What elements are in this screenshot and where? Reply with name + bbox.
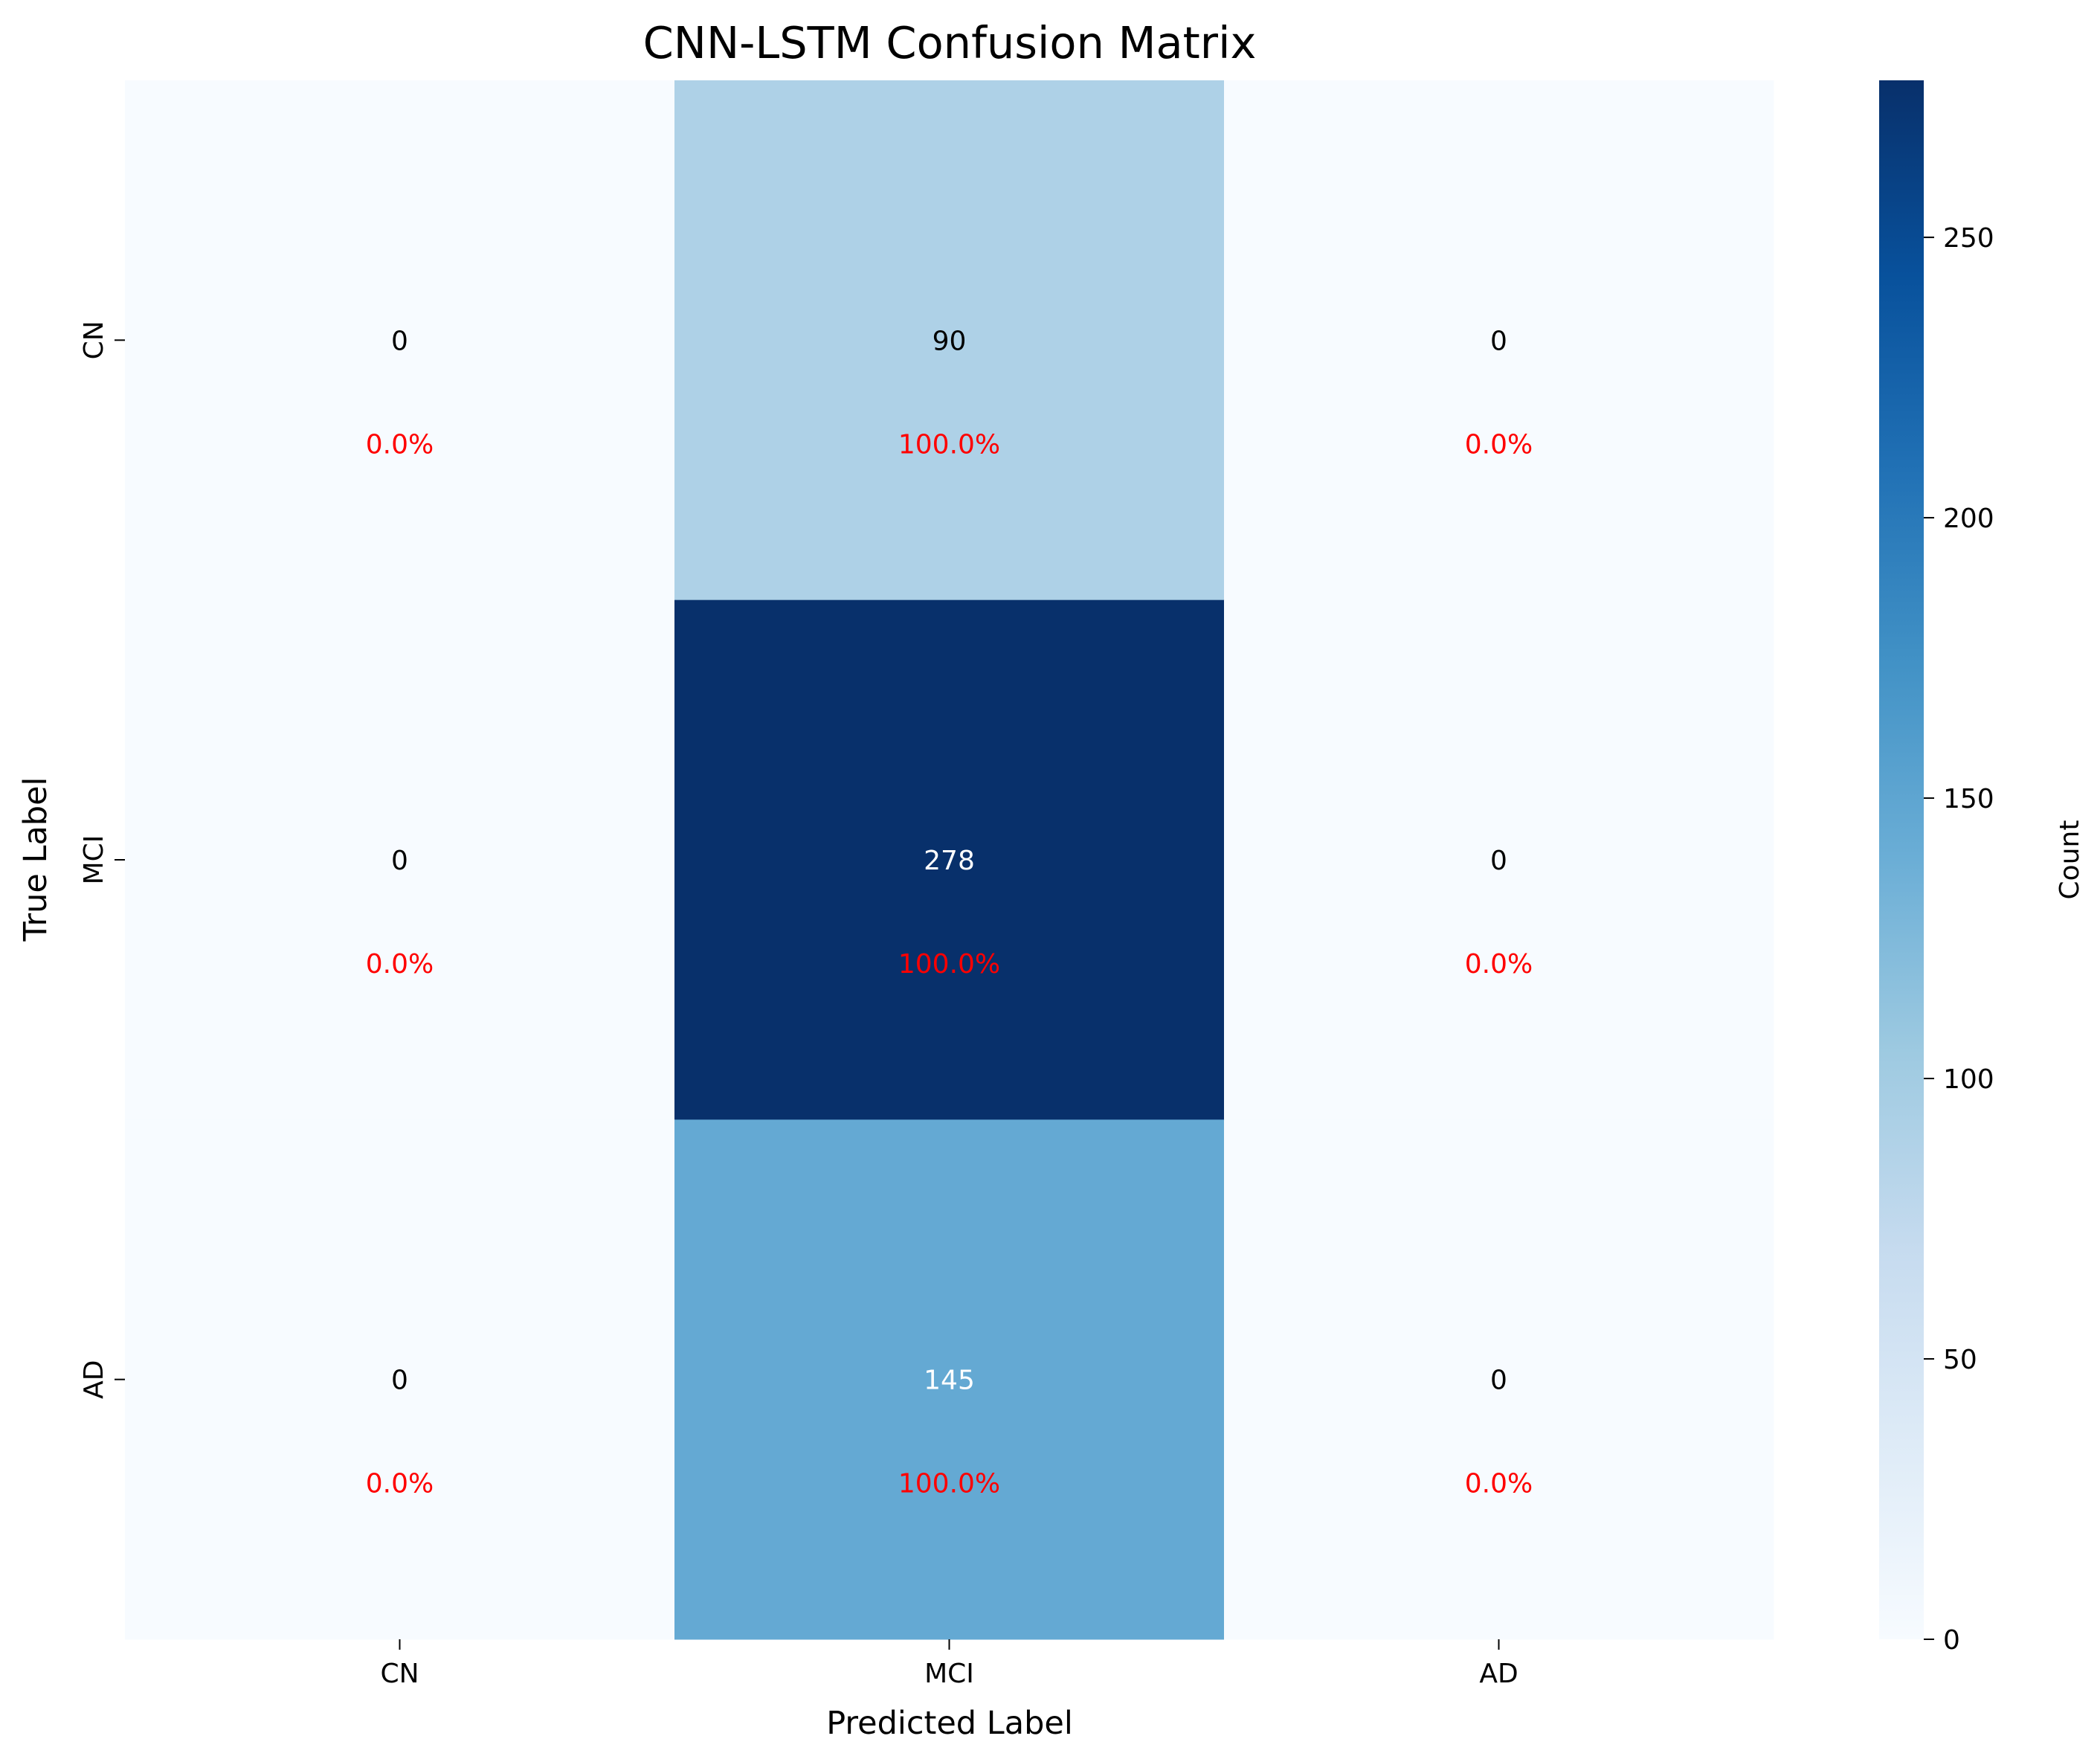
cell-percent-label: 0.0% [1465, 949, 1533, 980]
cell-count-label: 0 [1490, 326, 1507, 356]
x-tick-label: CN [380, 1659, 419, 1689]
colorbar-ticks: 0 50 100 150 200 250 [1924, 223, 1994, 1656]
colorbar-tick-label: 0 [1943, 1625, 1960, 1656]
colorbar-tick-label: 50 [1943, 1345, 1977, 1375]
x-axis-label: Predicted Label [826, 1705, 1073, 1742]
colorbar-tick-label: 150 [1943, 784, 1994, 814]
colorbar-tick-label: 200 [1943, 504, 1994, 534]
cell-count-label: 90 [933, 326, 967, 356]
heatmap-cell [1224, 80, 1774, 601]
cell-percent-label: 0.0% [1465, 1469, 1533, 1499]
chart-title: CNN-LSTM Confusion Matrix [643, 17, 1257, 68]
colorbar-tick-label: 250 [1943, 223, 1994, 254]
y-tick-label: MCI [79, 835, 109, 885]
cell-count-label: 145 [924, 1366, 975, 1396]
cell-percent-label: 0.0% [1465, 429, 1533, 460]
cell-count-label: 0 [391, 1366, 408, 1396]
x-axis-ticks: CN MCI AD [380, 1639, 1518, 1689]
cell-percent-label: 100.0% [898, 949, 1000, 980]
heatmap-cell [125, 599, 675, 1120]
heatmap-cell [674, 1119, 1225, 1640]
heatmap-cell [1224, 1119, 1774, 1640]
y-axis-ticks: CN MCI AD [79, 321, 125, 1399]
cell-count-label: 0 [391, 326, 408, 356]
cell-count-label: 278 [924, 846, 975, 876]
cell-count-label: 0 [1490, 1366, 1507, 1396]
x-tick-label: MCI [924, 1659, 974, 1689]
heatmap-cells [125, 80, 1774, 1640]
x-tick-label: AD [1479, 1659, 1518, 1689]
cell-count-label: 0 [391, 846, 408, 876]
cell-percent-label: 100.0% [898, 429, 1000, 460]
colorbar-tick-label: 100 [1943, 1064, 1994, 1095]
cell-count-label: 0 [1490, 846, 1507, 876]
colorbar-label: Count [2055, 820, 2085, 900]
y-tick-label: CN [79, 321, 109, 359]
cell-percent-label: 0.0% [366, 1469, 434, 1499]
heatmap-cell [674, 80, 1225, 601]
y-axis-label: True Label [17, 776, 54, 942]
heatmap-cell [1224, 599, 1774, 1120]
colorbar [1879, 80, 1924, 1639]
heatmap-cell [125, 80, 675, 601]
heatmap-cell [125, 1119, 675, 1640]
y-tick-label: AD [79, 1360, 109, 1398]
cell-annotations: 0 0.0% 90 100.0% 0 0.0% 0 0.0% 278 100.0% 0 0.0% 0 0.… [366, 326, 1533, 1499]
cell-percent-label: 0.0% [366, 949, 434, 980]
cell-percent-label: 0.0% [366, 429, 434, 460]
cell-percent-label: 100.0% [898, 1469, 1000, 1499]
heatmap-cell [674, 599, 1225, 1120]
